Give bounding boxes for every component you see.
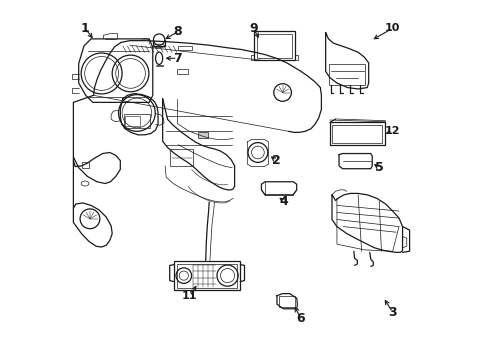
- Text: 11: 11: [182, 292, 197, 301]
- Bar: [174, 261, 240, 290]
- Bar: [170, 149, 193, 166]
- Bar: [123, 114, 150, 128]
- Bar: [176, 264, 237, 288]
- Bar: [329, 122, 384, 145]
- Text: 4: 4: [279, 195, 288, 208]
- Bar: [279, 296, 294, 307]
- Text: 8: 8: [173, 25, 182, 38]
- Text: 1: 1: [81, 22, 89, 35]
- Text: 10: 10: [384, 23, 400, 33]
- Text: 3: 3: [387, 306, 396, 319]
- Bar: [177, 69, 188, 74]
- Text: 6: 6: [296, 312, 305, 325]
- Bar: [256, 33, 291, 58]
- Bar: [198, 132, 207, 138]
- Text: 5: 5: [374, 161, 383, 174]
- Bar: [331, 125, 381, 143]
- Bar: [178, 46, 192, 50]
- Text: 7: 7: [173, 52, 182, 65]
- Bar: [125, 116, 140, 126]
- Text: 9: 9: [248, 22, 257, 35]
- Text: 12: 12: [384, 126, 400, 136]
- Text: 2: 2: [271, 154, 280, 167]
- Bar: [254, 31, 294, 60]
- Bar: [81, 162, 89, 168]
- Bar: [328, 64, 365, 85]
